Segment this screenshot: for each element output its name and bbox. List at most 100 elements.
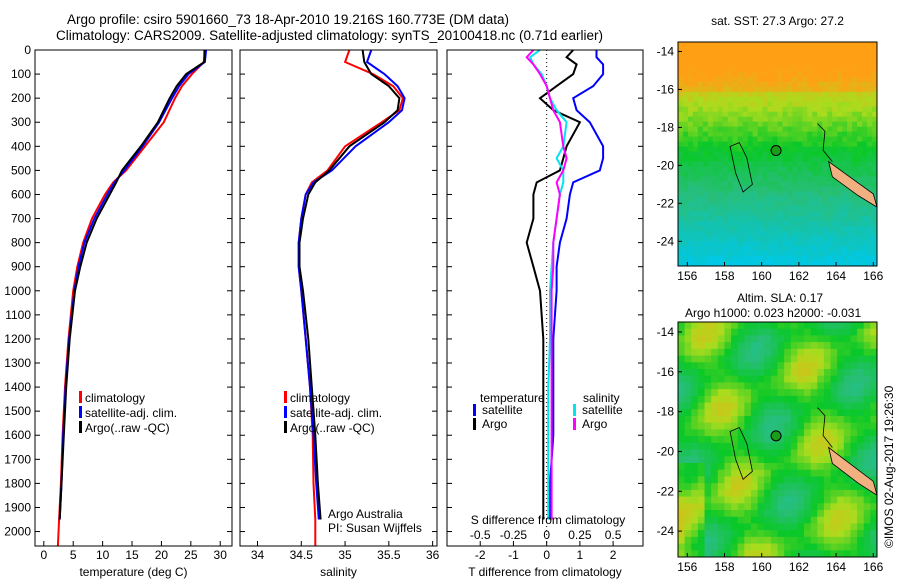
map-cell xyxy=(704,463,712,471)
map-cell xyxy=(752,236,759,242)
map-cell xyxy=(852,121,858,128)
map-cell xyxy=(750,442,759,451)
map-cell xyxy=(724,369,732,377)
map-cell xyxy=(817,61,823,68)
map-cell xyxy=(722,46,729,53)
map-cell xyxy=(777,196,783,202)
map-cell xyxy=(850,489,858,498)
map-cell xyxy=(817,166,823,172)
map-cell xyxy=(744,496,752,504)
map-cell xyxy=(732,161,739,167)
map-cell xyxy=(832,246,838,252)
map-cell xyxy=(802,91,808,98)
map-cell xyxy=(707,246,714,252)
map-cell xyxy=(847,101,853,108)
y-tick-label: 900 xyxy=(11,260,31,274)
map-cell xyxy=(827,51,833,58)
map-cell xyxy=(787,256,793,262)
map-cell xyxy=(812,76,818,83)
map-cell xyxy=(857,206,863,212)
map-cell xyxy=(697,136,704,143)
map-cell xyxy=(752,141,759,148)
map-cell xyxy=(697,56,704,63)
map-cell xyxy=(857,126,863,133)
map-cell xyxy=(817,251,823,257)
map-cell xyxy=(843,436,851,444)
map-cell xyxy=(732,46,739,53)
map-cell xyxy=(832,136,838,143)
map-cell xyxy=(807,136,813,143)
map-cell xyxy=(842,121,848,128)
map-cell xyxy=(790,536,798,545)
map-cell xyxy=(757,51,764,58)
map-cell xyxy=(724,536,732,545)
map-cell xyxy=(862,171,868,177)
map-cell xyxy=(862,46,868,53)
map-cell xyxy=(757,496,765,504)
map-cell xyxy=(711,476,719,484)
map-cell xyxy=(827,236,833,242)
map-cell xyxy=(804,348,812,357)
map-cell xyxy=(772,211,778,217)
map-cell xyxy=(842,186,848,192)
map-cell xyxy=(777,442,785,451)
map-cell xyxy=(702,146,709,153)
map-cell xyxy=(777,516,785,524)
map-cell xyxy=(707,221,714,227)
map-cell xyxy=(850,416,858,424)
map-cell xyxy=(697,171,704,177)
y-tick-label: 800 xyxy=(11,236,31,250)
map-cell xyxy=(842,106,848,113)
legend-label: satellite-adj. clim. xyxy=(290,406,382,420)
map-cell xyxy=(682,61,689,68)
map-cell xyxy=(678,469,686,477)
map-cell xyxy=(712,231,719,237)
map-cell xyxy=(852,256,858,262)
map-cell xyxy=(867,86,873,93)
map-cell xyxy=(757,261,764,267)
map-cell xyxy=(862,86,868,93)
map-cell xyxy=(787,106,793,113)
map-cell xyxy=(702,51,709,58)
map-cell xyxy=(850,523,858,531)
map-cell xyxy=(747,226,754,232)
map-cell xyxy=(757,161,764,167)
map-cell xyxy=(837,246,843,252)
map-cell xyxy=(862,151,868,157)
map-cell xyxy=(790,328,798,336)
map-cell xyxy=(711,342,719,350)
map-cell xyxy=(687,226,694,232)
map-cell xyxy=(777,116,783,123)
map-cell xyxy=(830,469,838,477)
map-cell xyxy=(802,166,808,172)
map-cell xyxy=(822,106,828,113)
map-cell xyxy=(867,206,873,212)
map-cell xyxy=(837,389,845,397)
map-cell xyxy=(770,328,778,336)
map-cell xyxy=(687,261,694,267)
map-cell xyxy=(767,51,774,58)
map-cell xyxy=(847,126,853,133)
map-cell xyxy=(731,342,739,350)
map-cell xyxy=(862,51,868,58)
map-cell xyxy=(802,236,808,242)
map-cell xyxy=(792,186,798,192)
map-cell xyxy=(822,81,828,88)
map-cell xyxy=(823,510,832,518)
map-cell xyxy=(830,416,838,424)
map-cell xyxy=(697,523,706,531)
map-cell xyxy=(790,469,798,477)
legend-swatch xyxy=(573,418,576,430)
map-cell xyxy=(717,201,724,207)
map-cell xyxy=(867,51,873,58)
map-cell xyxy=(790,530,798,538)
map-cell xyxy=(684,442,692,451)
map-cell xyxy=(724,463,732,471)
map-cell xyxy=(772,256,778,262)
map-cell xyxy=(722,191,729,197)
map-cell xyxy=(737,256,744,262)
map-cell xyxy=(837,86,843,93)
map-cell xyxy=(678,156,684,162)
map-cell xyxy=(792,211,798,217)
map-cell xyxy=(810,469,818,477)
